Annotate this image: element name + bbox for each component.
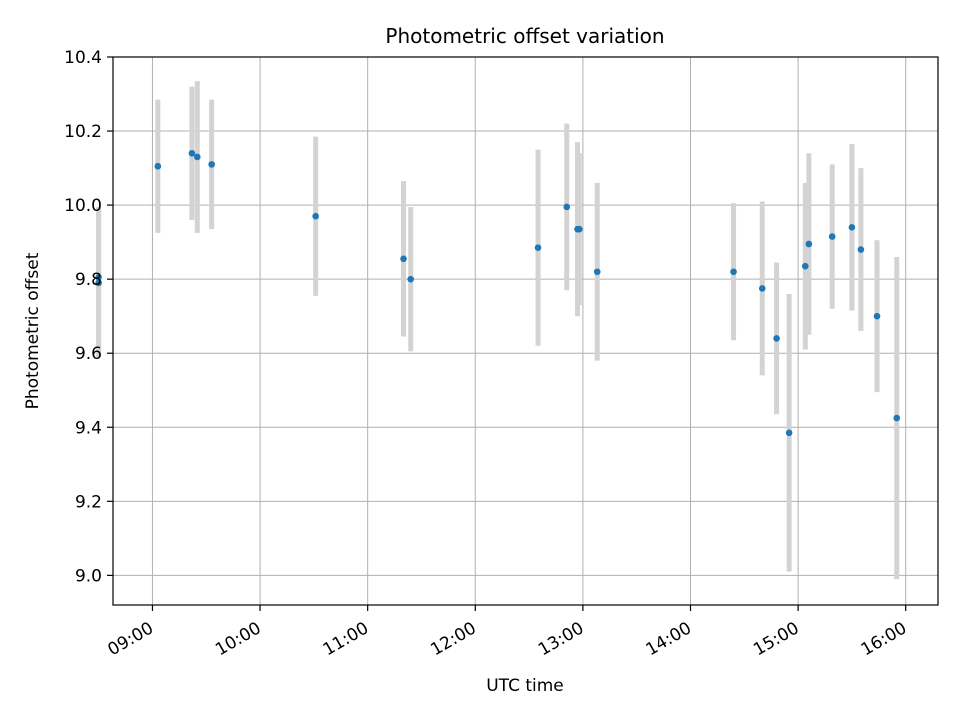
data-point: [312, 212, 319, 220]
y-axis: 9.0 9.2 9.4 9.6 9.8 10.0 10.2 10.4: [64, 48, 113, 586]
data-point: [576, 225, 583, 233]
grid-layer: [113, 56, 938, 605]
data-point: [805, 240, 813, 248]
y-axis-title: Photometric offset: [23, 252, 43, 409]
data-point: [193, 153, 201, 161]
data-point: [730, 268, 737, 276]
y-tick-label: 9.6: [75, 344, 102, 364]
data-point: [400, 255, 407, 263]
data-point: [848, 224, 856, 231]
y-tick-label: 9.8: [75, 270, 102, 290]
data-point: [593, 268, 601, 276]
plot-frame: [112, 56, 939, 606]
y-tick-label: 9.4: [75, 418, 102, 438]
data-point: [758, 285, 766, 292]
data-point: [801, 262, 809, 270]
data-point: [208, 161, 215, 168]
y-tick-label: 9.0: [75, 566, 102, 586]
y-tick-label: 9.2: [75, 492, 102, 512]
y-tick-label: 10.4: [64, 48, 102, 68]
data-point: [188, 149, 196, 157]
y-tick-label: 10.2: [64, 122, 102, 142]
data-point: [785, 429, 793, 437]
data-point: [95, 274, 102, 281]
y-tick-label: 10.0: [64, 196, 102, 216]
data-point: [857, 246, 865, 253]
point-layer: [95, 149, 901, 437]
data-point: [95, 279, 102, 287]
data-point: [828, 233, 836, 240]
data-point: [773, 335, 780, 342]
data-point: [534, 244, 542, 251]
data-point: [407, 275, 415, 283]
chart-title: Photometric offset variation: [385, 24, 664, 48]
data-point: [154, 162, 162, 170]
data-point: [893, 414, 901, 422]
x-axis-title: UTC time: [486, 676, 564, 696]
data-point: [873, 312, 881, 320]
data-point: [563, 203, 571, 211]
